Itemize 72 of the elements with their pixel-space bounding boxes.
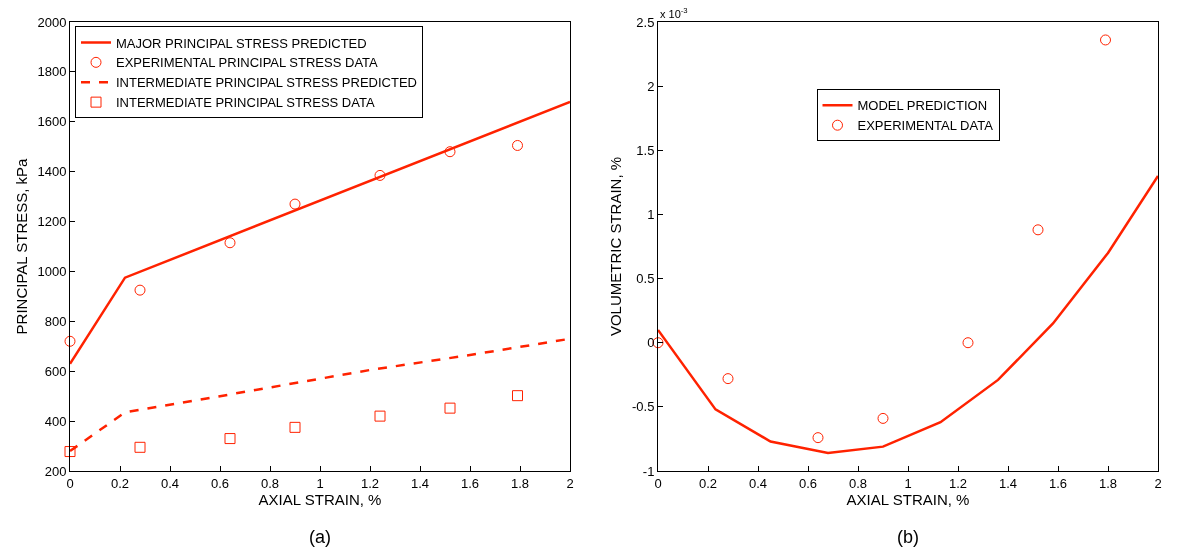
x-tick-label: 1.8 — [510, 475, 530, 491]
point — [1100, 34, 1111, 46]
point — [374, 410, 386, 422]
x-tick-label: 2 — [1154, 475, 1162, 491]
y-tick-label: 2 — [647, 78, 655, 94]
x-tick-label: 0.4 — [160, 475, 180, 491]
y-tick-label: 1400 — [37, 164, 67, 180]
point — [224, 433, 236, 445]
x-tick-label: 0.6 — [210, 475, 230, 491]
legend-label: EXPERIMENTAL PRINCIPAL STRESS DATA — [116, 55, 379, 71]
y-tick-label: 0 — [647, 335, 655, 351]
y-tick-label: 0.5 — [636, 271, 655, 287]
x-tick-label: 0.6 — [798, 475, 818, 491]
y-tick-label: 1800 — [37, 64, 67, 80]
x-tick-label: 1.2 — [948, 475, 968, 491]
x-axis-title: AXIAL STRAIN, % — [846, 490, 970, 508]
point — [224, 237, 236, 249]
x-tick-label: 1 — [904, 475, 912, 491]
legend-label: INTERMEDIATE PRINCIPAL STRESS DATA — [116, 95, 375, 111]
point — [512, 139, 523, 151]
text: (b) — [897, 527, 919, 547]
point — [444, 402, 456, 414]
point — [134, 284, 146, 296]
y-tick-label: 2.5 — [636, 14, 655, 30]
point — [289, 421, 301, 433]
x-tick-label: 1.6 — [1048, 475, 1068, 491]
y-tick-label: 1 — [647, 206, 655, 222]
y-tick-label: 600 — [44, 363, 67, 379]
y-tick-label: -1 — [642, 463, 655, 479]
text: x 10$^{-3}$ — [660, 6, 688, 20]
point — [722, 373, 734, 385]
point — [1032, 224, 1044, 236]
y-tick-label: 1200 — [37, 214, 67, 230]
legend-label: MODEL PREDICTION — [857, 98, 988, 114]
point — [812, 432, 824, 444]
y-tick-label: -0.5 — [631, 399, 655, 415]
legend-label: MAJOR PRINCIPAL STRESS PREDICTED — [116, 35, 367, 51]
y-tick-label: 200 — [44, 463, 67, 479]
x-tick-label: 0.4 — [748, 475, 768, 491]
x-axis-title: AXIAL STRAIN, % — [258, 490, 382, 508]
y-tick-label: 400 — [44, 413, 67, 429]
x-tick-label: 1.6 — [460, 475, 480, 491]
y-axis-title: VOLUMETRIC STRAIN, % — [607, 156, 625, 337]
line-series — [658, 174, 1158, 455]
legend-label: EXPERIMENTAL DATA — [857, 118, 994, 134]
point — [64, 446, 76, 458]
y-tick-label: 1000 — [37, 263, 67, 279]
x-tick-label: 1.8 — [1098, 475, 1118, 491]
text: (a) — [309, 527, 331, 547]
point — [64, 335, 76, 347]
point — [962, 337, 974, 349]
point — [374, 169, 386, 181]
y-tick-label: 1.5 — [636, 142, 655, 158]
x-tick-label: 1.4 — [410, 475, 430, 491]
point — [877, 412, 889, 424]
point — [289, 198, 301, 210]
x-tick-label: 0.8 — [260, 475, 280, 491]
point — [444, 146, 456, 158]
y-tick-label: 2000 — [37, 14, 67, 30]
legend-label: INTERMEDIATE PRINCIPAL STRESS PREDICTED — [116, 75, 417, 91]
x-tick-label: 2 — [566, 475, 574, 491]
x-tick-label: 1 — [316, 475, 324, 491]
point — [512, 390, 523, 402]
x-tick-label: 1.4 — [998, 475, 1018, 491]
y-tick-label: 1600 — [37, 114, 67, 130]
x-tick-label: 0.8 — [848, 475, 868, 491]
x-tick-label: 0.2 — [110, 475, 130, 491]
x-tick-label: 0.2 — [698, 475, 718, 491]
x-tick-label: 1.2 — [360, 475, 380, 491]
y-axis-title: PRINCIPAL STRESS, kPa — [12, 157, 30, 335]
y-tick-label: 800 — [44, 313, 67, 329]
point — [134, 441, 146, 453]
